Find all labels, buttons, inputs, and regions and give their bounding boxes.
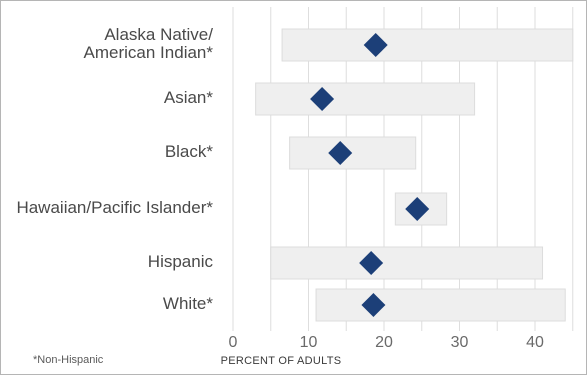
category-label: Hawaiian/Pacific Islander* bbox=[0, 199, 213, 217]
footnote: *Non-Hispanic bbox=[33, 354, 104, 366]
category-label-line: American Indian* bbox=[83, 43, 213, 62]
point-marker bbox=[361, 293, 386, 317]
range-bar bbox=[289, 136, 417, 170]
x-axis-title: PERCENT OF ADULTS bbox=[220, 355, 342, 367]
point-marker bbox=[328, 141, 353, 165]
range-bar bbox=[255, 82, 476, 116]
category-label: Black* bbox=[0, 143, 213, 161]
category-label: White* bbox=[0, 295, 213, 313]
x-tick-label: 0 bbox=[228, 334, 238, 351]
category-label-line: Hawaiian/Pacific Islander* bbox=[16, 198, 213, 217]
category-label-line: Black* bbox=[164, 142, 213, 161]
x-tick-label: 30 bbox=[450, 334, 469, 351]
x-tick-label: 20 bbox=[375, 334, 393, 351]
point-marker bbox=[359, 251, 384, 275]
category-label-line: Hispanic bbox=[147, 252, 213, 271]
category-label-line: Asian* bbox=[163, 88, 213, 107]
category-label: Alaska Native/American Indian* bbox=[0, 26, 213, 62]
category-label: Asian* bbox=[0, 89, 213, 107]
category-label-line: White* bbox=[162, 294, 213, 313]
x-tick-label: 10 bbox=[299, 334, 318, 351]
point-marker bbox=[405, 197, 430, 221]
range-bar bbox=[270, 246, 544, 280]
category-label: Hispanic bbox=[0, 253, 213, 271]
range-bar bbox=[315, 288, 566, 322]
x-tick-label: 40 bbox=[526, 334, 544, 351]
point-marker bbox=[310, 87, 335, 111]
range-bar bbox=[281, 28, 574, 62]
category-label-line: Alaska Native/ bbox=[104, 25, 213, 44]
point-marker bbox=[363, 33, 388, 57]
